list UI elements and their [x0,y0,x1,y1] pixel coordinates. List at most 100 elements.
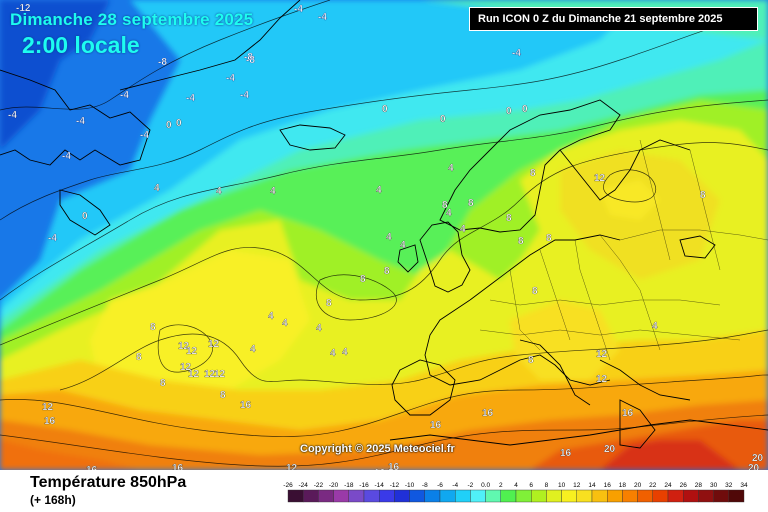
valid-time-title: 2:00 locale [22,32,140,58]
contour-label: -4 [294,4,303,15]
legend-tick-label: -4 [452,482,458,489]
contour-label: 12 [208,339,220,350]
legend-tick-label: -20 [329,482,339,489]
legend-color-swatch [546,489,562,503]
legend-tick-label: -22 [314,482,324,489]
legend-color-swatch [318,489,334,503]
contour-label: 4 [282,318,288,329]
legend-color-swatch [409,489,425,503]
legend-color-swatch [698,489,714,503]
contour-label: -4 [240,90,249,101]
contour-label: 16 [560,448,572,459]
contour-label: -12 [16,3,31,14]
legend-color-swatch [683,489,699,503]
legend-color-swatch [576,489,593,503]
legend-tick-label: 10 [558,482,566,489]
contour-label: 8 [160,378,166,389]
legend-tick-label: 28 [695,482,703,489]
legend-color-swatch [470,489,486,503]
contour-label: 8 [442,200,448,211]
contour-label: 16 [172,463,184,470]
contour-label: 0 [522,104,528,115]
legend-color-swatch [287,489,304,503]
contour-label: 12 [180,362,192,373]
contour-label: 20 [752,453,764,464]
contour-label: 0 [440,114,446,125]
legend-tick-label: -26 [283,482,293,489]
contour-label: 16 [482,408,494,419]
legend-tick-label: 34 [740,482,748,489]
legend-tick-label: 22 [649,482,657,489]
contour-label: 8 [530,168,536,179]
legend-color-swatch [394,489,410,503]
legend-tick-label: 2 [499,482,503,489]
contour-label: 12 [188,369,200,380]
contour-label: 8 [150,322,156,333]
contour-label: 12 [214,369,226,380]
contour-label: 8 [528,355,534,366]
legend-color-swatch [454,489,471,503]
contour-label: 12 [204,369,216,380]
legend-tick-label: 16 [604,482,612,489]
contour-label: -8 [246,55,255,66]
parameter-title: Température 850hPa [30,474,187,491]
contour-label: 16 [430,420,442,431]
legend-color-swatch [591,489,608,503]
contour-label: 0 [506,106,512,117]
legend-color-swatch [363,489,380,503]
legend-tick-label: -24 [298,482,308,489]
legend-color-swatch [303,489,319,503]
contour-label: 4 [268,311,274,322]
contour-label: 16 [86,465,98,470]
legend-color-swatch [348,489,365,503]
contour-label: -4 [318,12,327,23]
contour-label: -8 [244,52,253,63]
legend-color-swatch [728,489,745,503]
contour-label: -4 [186,93,195,104]
legend-tick-label: 32 [725,482,733,489]
contour-label: 8 [136,352,142,363]
contour-label: 8 [384,266,390,277]
contour-label: 8 [518,236,524,247]
contour-label: 20 [604,444,616,455]
legend-color-swatch [652,489,669,503]
contour-label: 4 [216,186,222,197]
legend-tick-label: 30 [710,482,718,489]
contour-label: 12 [286,463,298,470]
legend-tick-label: 20 [634,482,642,489]
legend-tick-label: -16 [359,482,369,489]
contour-label: 4 [154,183,160,194]
legend-color-swatch [485,489,502,503]
contour-label: 4 [448,163,454,174]
contour-label: 16 [240,400,252,411]
contour-label: 4 [316,323,322,334]
legend-color-swatch [424,489,441,503]
contour-label: 20 [748,463,760,470]
legend-color-swatch [530,489,547,503]
legend-color-swatch [515,489,532,503]
legend-color-swatch [637,489,654,503]
contour-label: 12 [42,402,54,413]
country-borders [479,139,768,361]
contour-label: 0 [82,211,88,222]
legend-color-swatch [439,489,456,503]
contour-label: 8 [220,390,226,401]
contour-label: 8 [326,298,332,309]
contour-label: 4 [330,348,336,359]
contour-label: 8 [360,274,366,285]
contour-label: -4 [8,110,17,121]
copyright-notice: Copyright © 2025 Meteociel.fr [300,443,455,455]
legend-tick-label: -6 [437,482,443,489]
legend-color-swatch [333,489,349,503]
legend-tick-label: 12 [573,482,581,489]
contour-label: 4 [376,185,382,196]
contour-label: 16 [388,462,400,470]
contour-label: 8 [700,190,706,201]
contour-label: -4 [62,151,71,162]
contour-label: 16 [622,408,634,419]
forecast-hour: (+ 168h) [30,493,76,507]
contour-label: 8 [546,233,552,244]
legend-tick-label: -18 [344,482,354,489]
